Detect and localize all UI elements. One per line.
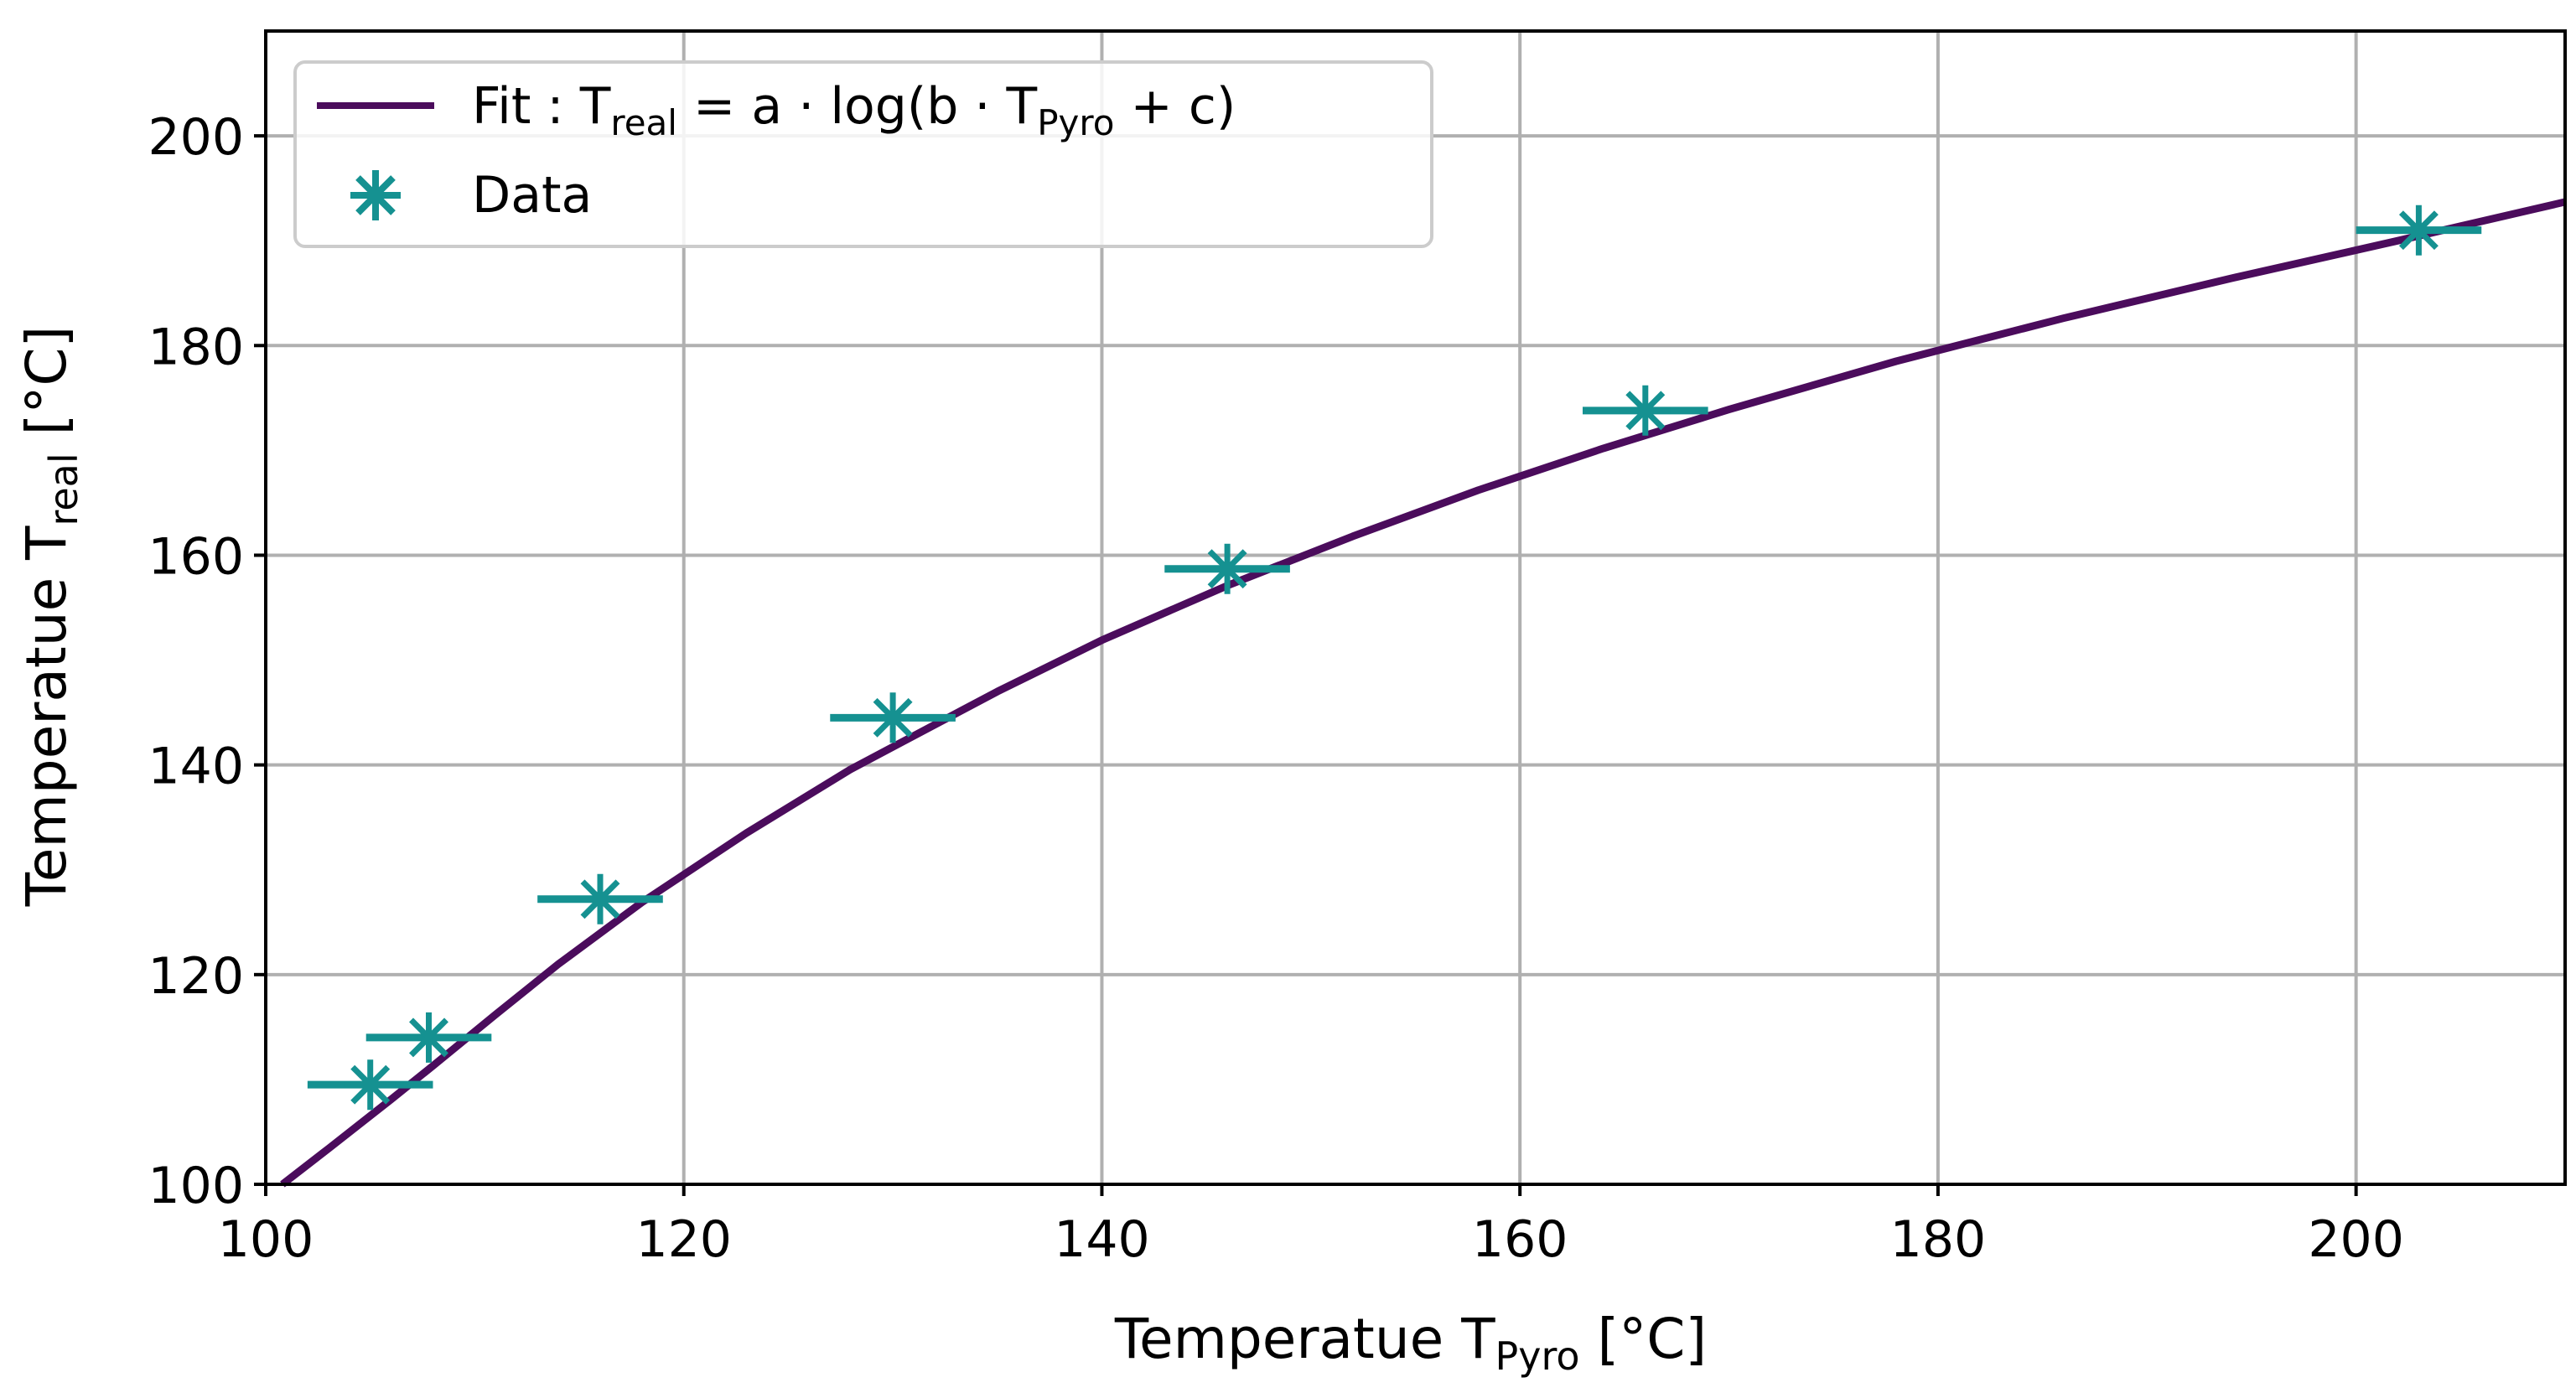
fit-curve xyxy=(280,198,2567,1188)
data-point-marker-stroke xyxy=(873,697,913,738)
y-tick-label: 120 xyxy=(148,947,244,1006)
y-tick-label: 140 xyxy=(148,738,244,796)
x-tick-label: 140 xyxy=(1054,1210,1150,1269)
x-tick-label: 160 xyxy=(1472,1210,1568,1269)
x-tick-label: 200 xyxy=(2308,1210,2404,1269)
legend-box xyxy=(293,60,1433,248)
legend-data-label: Data xyxy=(472,166,592,225)
legend-fit-label: Fit : Treal = a · log(b · TPyro + c) xyxy=(472,77,1236,143)
data-markers xyxy=(307,205,2482,1111)
y-tick-label: 160 xyxy=(148,527,244,586)
data-point-marker xyxy=(403,1012,454,1063)
axis-ticks: 100 120 140 160 180 200 100 120 140 160 180 200 xyxy=(148,108,2403,1269)
data-point-marker xyxy=(575,873,625,924)
data-point-marker-stroke xyxy=(1207,549,1247,589)
data-point-marker xyxy=(1620,385,1671,436)
plot-area-frame xyxy=(264,29,2567,1186)
data-point-marker-stroke xyxy=(350,1064,391,1105)
y-tick-label: 200 xyxy=(148,108,244,167)
data-point-marker xyxy=(2393,205,2444,256)
x-tick-label: 100 xyxy=(218,1210,314,1269)
y-tick-label: 180 xyxy=(148,318,244,376)
legend-data-marker-asterisk-icon xyxy=(350,170,401,220)
data-point-marker-stroke xyxy=(409,1018,448,1058)
data-point-marker-stroke xyxy=(1625,391,1666,431)
data-point-marker-stroke xyxy=(2398,210,2439,251)
data-point-marker xyxy=(345,1059,396,1111)
data-point-marker xyxy=(1202,543,1253,594)
data-point-marker-stroke xyxy=(580,879,620,919)
x-tick-label: 180 xyxy=(1890,1210,1987,1269)
x-tick-label: 120 xyxy=(635,1210,732,1269)
data-point-marker xyxy=(868,692,919,743)
y-axis-title: Temperatue Treal [°C] xyxy=(14,326,86,907)
legend: Fit : Treal = a · log(b · TPyro + c) Dat… xyxy=(293,60,1433,248)
fit-layer xyxy=(280,198,2567,1188)
x-axis-title: Temperatue TPyro [°C] xyxy=(1114,1307,1707,1379)
y-tick-label: 100 xyxy=(148,1157,244,1215)
